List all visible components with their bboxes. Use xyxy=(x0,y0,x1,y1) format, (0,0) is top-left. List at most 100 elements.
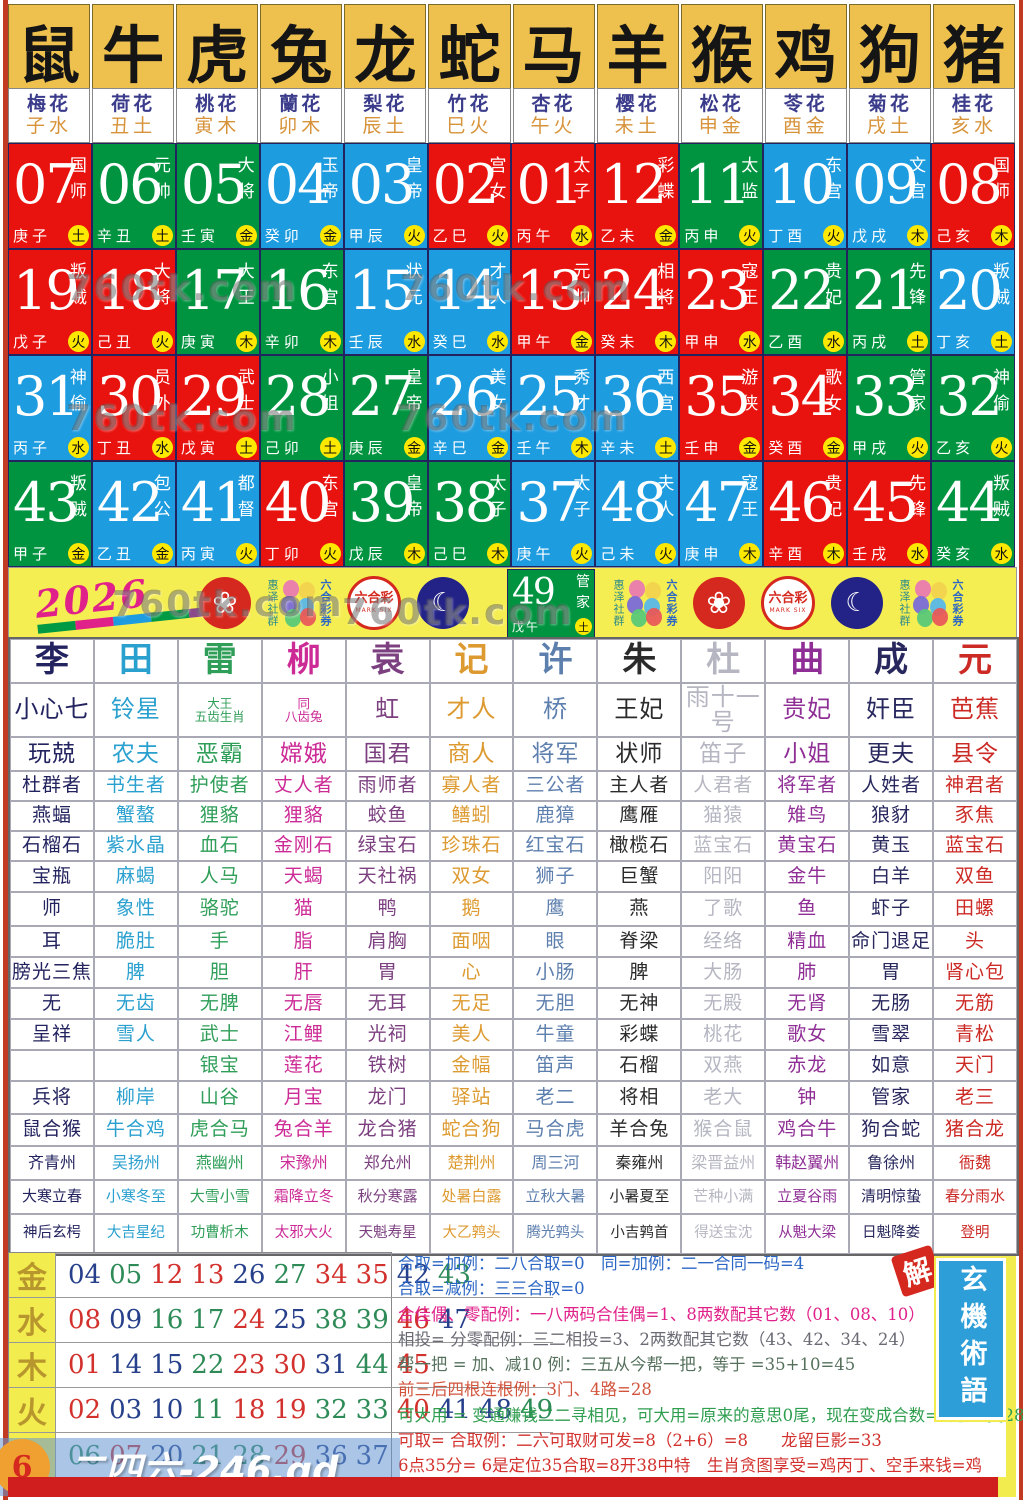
table-cell: 无耳 xyxy=(345,988,430,1019)
element-badge: 火 xyxy=(907,437,929,458)
element-badge: 金 xyxy=(67,543,89,564)
ball-title: 美女 xyxy=(489,368,507,414)
number-cell-45: 45 先锋 壬戌水 xyxy=(847,461,932,567)
table-cell: 江鲤 xyxy=(261,1019,346,1050)
zodiac-animal: 猪 xyxy=(932,4,1015,96)
flower-branch-row: 梅花 子水 荷花 丑土 桃花 寅木 蘭花 卯木 梨花 辰土 竹花 巳火 杏花 午火 樱花 未土 松花 申金 苓花 酉金… xyxy=(8,88,1015,143)
glossary-line: 合取=加例：二八合取=0 同=加例：二一合同一码=4 xyxy=(398,1254,805,1273)
number-cell-39: 39 皇帝 戊辰木 xyxy=(343,461,428,567)
ball-number: 16 xyxy=(264,259,332,322)
ball-title: 皇帝 xyxy=(405,368,423,414)
mark-six-cn: 六合彩 xyxy=(354,591,394,607)
table-cell: 秋分寒露 xyxy=(345,1180,430,1214)
table-cell: 狮子 xyxy=(513,861,598,892)
ganzhi-label: 丙戌 xyxy=(852,333,891,351)
ganzhi-row: 癸未木 xyxy=(600,331,677,352)
element-number: 35 xyxy=(355,1260,389,1290)
ganzhi-row: 庚申木 xyxy=(684,543,761,564)
element-badge: 土 xyxy=(990,331,1012,352)
balloon xyxy=(646,608,662,626)
bottom-yellow-corner xyxy=(998,1477,1016,1497)
table-cell: 莲花 xyxy=(261,1050,346,1081)
element-number: 42 xyxy=(396,1260,430,1290)
element-badge: 木 xyxy=(571,437,593,458)
ball-title: 游侠 xyxy=(741,368,759,414)
ganzhi-label: 庚寅 xyxy=(180,333,219,351)
ball-number: 30 xyxy=(96,365,164,428)
element-number: 01 xyxy=(68,1350,102,1380)
number-cell-36: 36 西宫 辛未土 xyxy=(595,355,680,461)
bauhinia-flower-icon: ❀ xyxy=(199,577,251,629)
ball-number: 15 xyxy=(348,259,416,322)
ganzhi-label: 戊子 xyxy=(13,333,52,351)
ganzhi-label: 戊午 xyxy=(512,620,541,634)
element-number: 15 xyxy=(150,1350,184,1380)
glossary-line: 前三后四根连根例：3门、4路=28 xyxy=(398,1380,652,1400)
banner-logos-right: 惠泽社群 六合彩券 ❀ 六合彩 MARK SIX ☾ 惠泽社群 六合彩券 xyxy=(612,572,964,634)
ganzhi-row: 己未火 xyxy=(600,543,677,564)
table-cell: 珍珠石 xyxy=(429,831,514,861)
balloon xyxy=(915,580,931,598)
table-cell: 狼豺 xyxy=(849,801,934,831)
ganzhi-row: 辛丑土 xyxy=(97,225,173,246)
mark-six-en: MARK SIX xyxy=(769,606,807,614)
number-cell-40: 40 东宫 丁卯火 xyxy=(259,461,344,567)
branch-element: 子水 xyxy=(26,114,73,137)
table-cell: 狗合蛇 xyxy=(849,1114,934,1146)
ganzhi-label: 乙酉 xyxy=(768,333,807,351)
branch-element: 酉金 xyxy=(782,114,829,137)
number-cell-19: 19 叛贼 戊子火 xyxy=(8,249,92,355)
table-cell: 大肠 xyxy=(681,957,766,988)
table-cell: 猴合鼠 xyxy=(681,1114,766,1146)
huize-shequn-label: 惠泽社群 xyxy=(612,579,625,627)
flower-branch-cell: 梨花 辰土 xyxy=(344,88,427,143)
table-cell: 宋豫州 xyxy=(261,1146,346,1180)
element-number: 09 xyxy=(109,1305,143,1335)
table-cell: 无脾 xyxy=(177,988,262,1019)
ball-number: 22 xyxy=(768,259,835,322)
element-number: 03 xyxy=(109,1395,143,1425)
element-number: 05 xyxy=(109,1260,143,1290)
table-cell: 呈祥 xyxy=(10,1019,94,1050)
branch-element: 戌土 xyxy=(866,114,913,137)
element-badge: 水 xyxy=(823,331,845,352)
table-cell: 笛子 xyxy=(681,737,766,771)
huize-shequn-label: 惠泽社群 xyxy=(266,579,279,627)
table-cell: 状师 xyxy=(597,737,682,771)
ball-title: 东宫 xyxy=(321,474,339,520)
table-cell: 兔合羊 xyxy=(261,1114,346,1146)
surname-header: 成 xyxy=(849,639,934,683)
table-cell: 黄宝石 xyxy=(765,831,850,861)
ball-title: 秀才 xyxy=(573,368,591,414)
ganzhi-row: 乙酉水 xyxy=(768,331,845,352)
ball-title: 国师 xyxy=(69,156,87,202)
number-cell-47: 47 寇王 庚申木 xyxy=(679,461,764,567)
table-cell: 胆 xyxy=(177,957,262,988)
table-cell: 精血 xyxy=(765,926,850,957)
element-number: 47 xyxy=(437,1305,471,1335)
ganzhi-row: 辛酉木 xyxy=(768,543,845,564)
ball-number: 08 xyxy=(936,153,1003,216)
ganzhi-row: 乙丑金 xyxy=(97,543,173,564)
flower-name: 桃花 xyxy=(195,92,240,115)
table-cell: 人姓者 xyxy=(849,771,934,801)
table-cell: 书生者 xyxy=(93,771,178,801)
ganzhi-label: 壬戌 xyxy=(852,545,891,563)
table-cell: 雉鸟 xyxy=(765,801,850,831)
balloons-icon xyxy=(627,580,663,627)
ball-number: 28 xyxy=(264,365,332,428)
table-cell: 象性 xyxy=(93,892,178,926)
ganzhi-label: 乙丑 xyxy=(96,545,135,563)
ganzhi-label: 癸未 xyxy=(600,333,639,351)
ball-title: 歌女 xyxy=(825,368,843,414)
table-cell: 得送宝沈 xyxy=(681,1214,766,1254)
table-cell: 管家 xyxy=(849,1081,934,1114)
element-badge: 金 xyxy=(655,225,677,246)
ball-title: 太子 xyxy=(489,474,507,520)
ganzhi-label: 甲午 xyxy=(516,333,555,351)
year-banner: 2026 ❀ 惠泽社群 六合彩券 六合彩 MARK SIX ☾ 49 管家 戊午土 惠泽社群六… xyxy=(8,567,1017,639)
number-cell-42: 42 包公 乙丑金 xyxy=(91,461,176,567)
branch-element: 丑土 xyxy=(110,114,157,137)
table-cell: 神后玄枵 xyxy=(10,1214,94,1254)
number-grid: 07 国师 庚子土 06 元帅 辛丑土 05 大将 壬寅金 04 玉帝 癸卯金 03 皇帝 甲辰火 02 宫女乙… xyxy=(8,143,1015,567)
